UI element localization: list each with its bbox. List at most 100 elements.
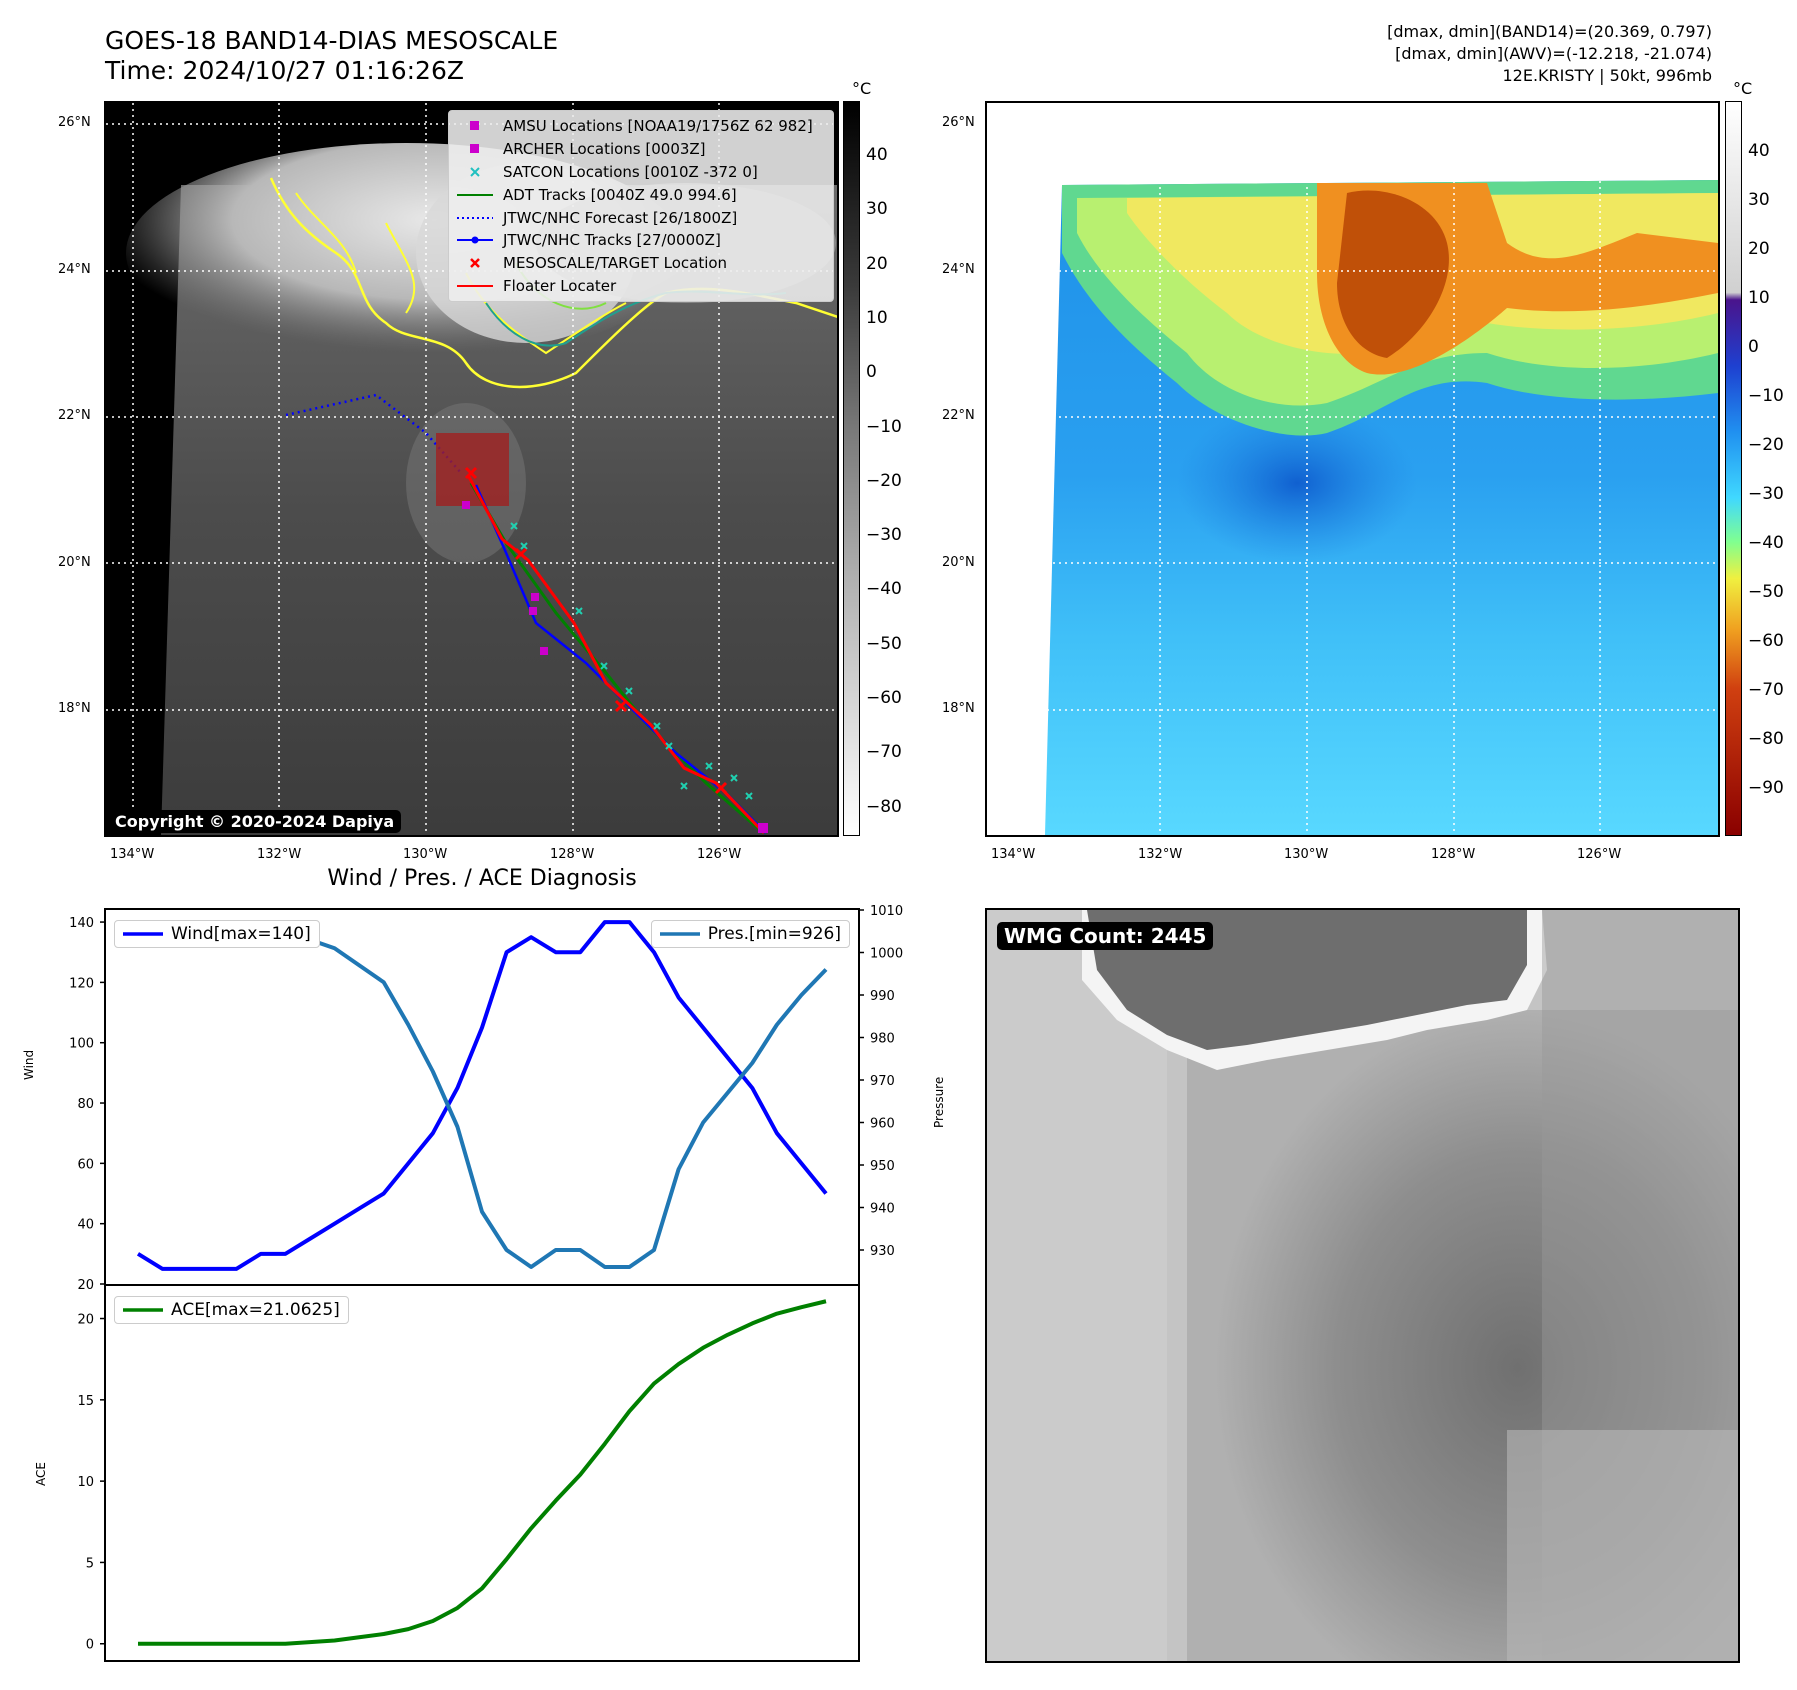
wind-pressure-chart: 20 40 60 80 100 120 140 930 940 950 960 970 980 990 10… (69, 904, 903, 1293)
lon-label-132: 132°W (257, 847, 302, 862)
awv-colorbar-tick-3: 10 (1748, 288, 1770, 308)
lat-label-24-right: 24°N (942, 262, 975, 277)
y-tick-label: 20 (77, 1313, 94, 1328)
figure-time: Time: 2024/10/27 01:16:26Z (105, 56, 464, 85)
awv-colorbar-tick-7: −30 (1748, 484, 1784, 504)
y-tick-label: 100 (69, 1037, 94, 1052)
dmax-band14: [dmax, dmin](BAND14)=(20.369, 0.797) (1387, 22, 1712, 41)
x-marker-icon (455, 257, 495, 269)
ir-colorbar-tick-3: 10 (866, 307, 888, 328)
ir-colorbar-tick-1: 30 (866, 199, 888, 220)
y-tick-label: 15 (77, 1394, 94, 1409)
legend-floater: Floater Locater (455, 275, 827, 298)
wmg-panel: WMG Count: 2445 (985, 908, 1740, 1663)
y-tick-label: 20 (77, 1278, 94, 1293)
ir-colorbar-tick-4: 0 (866, 362, 877, 383)
legend-tracks: JTWC/NHC Tracks [27/0000Z] (455, 229, 827, 252)
y-tick-label: 0 (86, 1638, 94, 1653)
legend-tracks-label: JTWC/NHC Tracks [27/0000Z] (503, 231, 721, 250)
ace-axis-label: ACE (34, 1462, 48, 1486)
awv-colorbar-tick-0: 40 (1748, 141, 1770, 161)
wmg-count-badge: WMG Count: 2445 (997, 922, 1214, 950)
square-marker-icon (455, 144, 495, 154)
lon-label-128: 128°W (550, 847, 595, 862)
lat-label-22-right: 22°N (942, 408, 975, 423)
lat-label-22: 22°N (58, 408, 91, 423)
wind-pressure-plot: 20 40 60 80 100 120 140 930 940 950 960 970 980 990 10… (69, 904, 903, 1293)
wind-axis-label: Wind (22, 1049, 36, 1080)
legend-satcon: SATCON Locations [0010Z -372 0] (455, 161, 827, 184)
wind-legend: Wind[max=140] (114, 920, 320, 948)
y2-tick-label: 1010 (870, 904, 903, 919)
awv-colorbar (1725, 101, 1742, 836)
ace-legend-line-icon (123, 1308, 163, 1312)
ace-legend-label: ACE[max=21.0625] (171, 1300, 340, 1320)
legend-adt-label: ADT Tracks [0040Z 49.0 994.6] (503, 185, 737, 204)
series-line-0 (136, 920, 828, 1271)
ace-legend: ACE[max=21.0625] (114, 1296, 349, 1324)
y2-tick-label: 990 (870, 989, 895, 1004)
series-line-0 (138, 1299, 827, 1646)
lon-label-132-right: 132°W (1138, 847, 1183, 862)
y-tick-label: 10 (77, 1475, 94, 1490)
awv-colorbar-tick-9: −50 (1748, 582, 1784, 602)
legend-target-label: MESOSCALE/TARGET Location (503, 254, 728, 273)
awv-colorbar-tick-8: −40 (1748, 533, 1784, 553)
y2-tick-label: 1000 (870, 947, 903, 962)
lat-label-18: 18°N (58, 701, 91, 716)
line-marker-icon (455, 284, 495, 288)
awv-colorbar-tick-11: −70 (1748, 680, 1784, 700)
legend-archer-label: ARCHER Locations [0003Z] (503, 140, 706, 159)
y-tick-label: 5 (86, 1556, 94, 1571)
wind-legend-label: Wind[max=140] (171, 924, 311, 944)
legend-target: MESOSCALE/TARGET Location (455, 252, 827, 275)
legend-forecast-label: JTWC/NHC Forecast [26/1800Z] (503, 208, 738, 227)
dmax-awv: [dmax, dmin](AWV)=(-12.218, -21.074) (1395, 44, 1712, 63)
awv-colorbar-tick-6: −20 (1748, 435, 1784, 455)
legend-adt: ADT Tracks [0040Z 49.0 994.6] (455, 183, 827, 206)
y-tick-label: 60 (77, 1157, 94, 1172)
ir-colorbar-tick-2: 20 (866, 253, 888, 274)
ir-colorbar (843, 101, 860, 836)
awv-colorbar-tick-12: −80 (1748, 729, 1784, 749)
x-marker-icon (455, 166, 495, 178)
y2-tick-label: 960 (870, 1117, 895, 1132)
ir-colorbar-tick-8: −40 (866, 579, 902, 600)
y2-tick-label: 940 (870, 1202, 895, 1217)
pressure-legend-line-icon (659, 932, 700, 936)
y-tick-label: 80 (77, 1097, 94, 1112)
ace-plot: 0 5 10 15 20 (77, 1299, 827, 1653)
legend-amsu-label: AMSU Locations [NOAA19/1756Z 62 982] (503, 117, 813, 136)
lon-label-126: 126°W (697, 847, 742, 862)
awv-colorbar-tick-5: −10 (1748, 386, 1784, 406)
dot-line-icon (455, 236, 495, 244)
legend-amsu: AMSU Locations [NOAA19/1756Z 62 982] (455, 115, 827, 138)
lat-label-20-right: 20°N (942, 555, 975, 570)
ir-colorbar-tick-11: −70 (866, 742, 902, 763)
ir-colorbar-tick-9: −50 (866, 633, 902, 654)
pressure-legend-label: Pres.[min=926] (707, 924, 841, 944)
lat-label-26: 26°N (58, 115, 91, 130)
y2-tick-label: 970 (870, 1074, 895, 1089)
ir-colorbar-tick-0: 40 (866, 145, 888, 165)
awv-colorbar-tick-2: 20 (1748, 239, 1770, 259)
pressure-legend: Pres.[min=926] (650, 920, 850, 948)
line-marker-icon (455, 193, 495, 197)
legend-forecast: JTWC/NHC Forecast [26/1800Z] (455, 206, 827, 229)
awv-colorbar-unit: °C (1733, 79, 1753, 98)
ir-colorbar-unit: °C (852, 79, 872, 98)
y-tick-label: 40 (77, 1218, 94, 1233)
awv-colorbar-tick-13: −90 (1748, 778, 1784, 798)
legend-floater-label: Floater Locater (503, 276, 617, 295)
pressure-axis-label: Pressure (932, 1076, 946, 1128)
lon-label-130: 130°W (403, 847, 448, 862)
awv-colorbar-tick-10: −60 (1748, 631, 1784, 651)
copyright-badge: Copyright © 2020-2024 Dapiya (108, 810, 402, 833)
y2-tick-label: 950 (870, 1159, 895, 1174)
ir-colorbar-tick-6: −20 (866, 470, 902, 491)
awv-colorbar-tick-4: 0 (1748, 337, 1759, 357)
map-legend: AMSU Locations [NOAA19/1756Z 62 982] ARC… (448, 110, 834, 303)
ir-colorbar-tick-5: −10 (866, 416, 902, 437)
y2-tick-label: 980 (870, 1032, 895, 1047)
y-tick-label: 120 (69, 976, 94, 991)
